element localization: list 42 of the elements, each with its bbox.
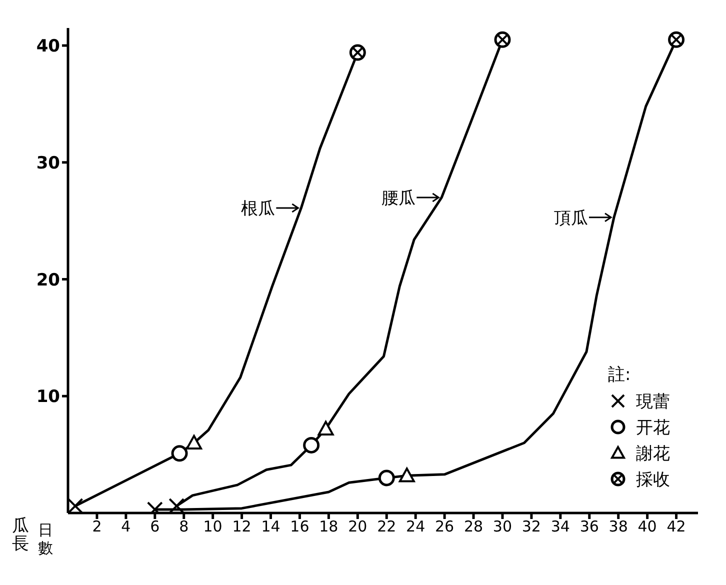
point (398, 468, 415, 482)
point (303, 436, 320, 454)
legend-label: 謝花 (636, 442, 670, 464)
x-tick-label: 26 (435, 518, 454, 536)
x-tick-label: 22 (377, 518, 396, 536)
x-tick-label: 30 (492, 518, 512, 536)
legend-label: 現蕾 (636, 390, 670, 412)
x-tick-label: 24 (406, 518, 426, 536)
x-tick-label: 8 (179, 518, 189, 536)
point (168, 498, 185, 513)
point (186, 434, 202, 450)
x-tick-label: 38 (608, 518, 628, 536)
x-tick-label: 2 (92, 518, 102, 536)
x-tick-label: 32 (522, 518, 541, 536)
x-tick-label: 42 (666, 518, 686, 536)
legend-title: 註: (608, 364, 632, 386)
x-tick-label: 12 (232, 518, 252, 536)
x-tick-label: 14 (261, 518, 280, 536)
point (171, 445, 188, 462)
y-tick-label: 20 (36, 270, 60, 290)
x-tick-label: 16 (290, 518, 310, 536)
x-axis-title: 日數 (38, 521, 54, 557)
x-tick-label: 36 (580, 518, 599, 536)
series-label: 頂瓜 (554, 208, 588, 228)
series-label: 腰瓜 (382, 188, 416, 208)
x-tick-label: 40 (638, 518, 657, 536)
point (318, 420, 334, 436)
y-tick-label: 30 (36, 153, 60, 174)
legend-label: 开花 (636, 416, 670, 438)
y-axis-title: 瓜長 (12, 516, 30, 554)
x-tick-label: 20 (348, 518, 368, 536)
point (378, 470, 395, 486)
x-tick-label: 10 (203, 518, 222, 536)
x-tick-label: 34 (550, 518, 570, 536)
legend-label: 採收 (636, 468, 670, 490)
x-tick-label: 18 (319, 518, 338, 536)
x-tick-label: 6 (150, 518, 160, 536)
y-tick-label: 40 (36, 36, 60, 57)
series-label: 根瓜 (241, 198, 276, 219)
x-tick-label: 4 (121, 518, 131, 536)
y-tick-label: 10 (36, 387, 60, 408)
x-tick-label: 28 (464, 518, 484, 536)
